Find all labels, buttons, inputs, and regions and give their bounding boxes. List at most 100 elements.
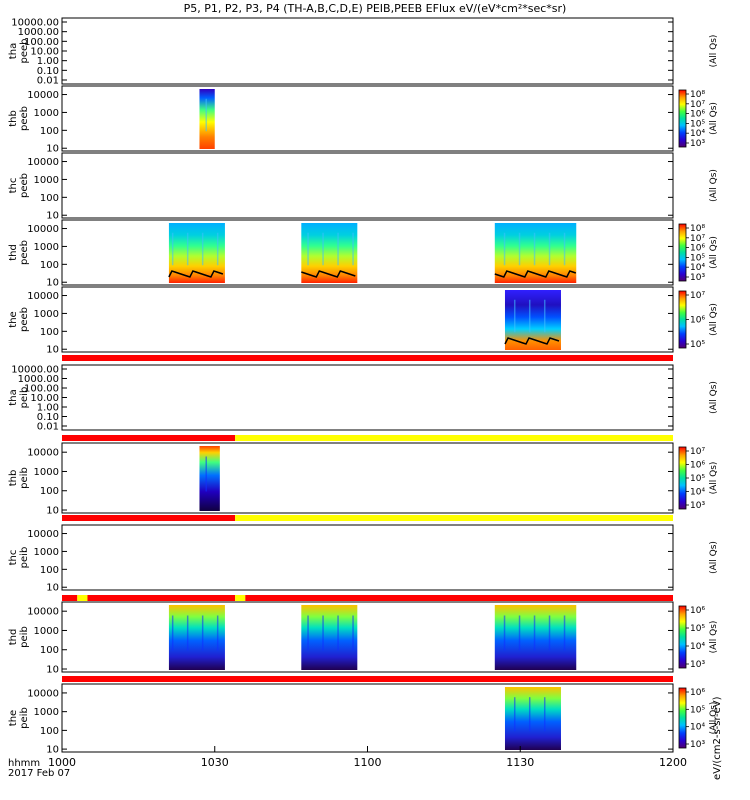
colorbar-tick-label: 10⁴ [690,488,705,498]
spectrogram-streak [548,615,551,651]
spectrogram-streak [533,615,536,651]
panel-label: thcpeeb [8,173,30,198]
y-tick-label: 100 [40,126,59,137]
panel-label-probe: thb [8,110,19,127]
panel-thd-peib: 10000 1000 100 10 thdpeib 10⁶ 10⁵ 10⁴ 10³ (All Qs… [8,601,719,676]
spectrogram-block [199,89,215,149]
colorbar-tick-label: 10³ [690,740,705,750]
panel-label: thapeeb [8,39,30,64]
colorbar-tick-label: 10⁴ [690,642,705,652]
colorbar-placeholder [679,369,686,426]
y-tick-label: 100.00 [24,37,59,48]
y-tick-label: 10000.00 [11,365,59,376]
panel-thc-peeb: 10000 1000 100 10 thcpeeb (All Qs) [8,152,719,222]
panel-label-product: peib [19,467,30,489]
y-tick-label: 0.01 [37,422,59,433]
panel-label-probe: thd [8,629,19,646]
colorbar-tick-label: 10⁷ [690,100,705,110]
panels-layer: 10000.001000.00100.0010.001.000.100.01th… [8,17,719,756]
y-tick-label: 100 [40,193,59,204]
panel-frame [61,442,674,514]
spectrogram-block [504,290,561,350]
spectrogram-streak [322,232,324,266]
colorbar-placeholder [679,157,686,214]
y-tick-label: 1000.00 [18,374,59,385]
flag-segment [62,676,673,682]
flag-bar [62,676,673,682]
potential-line [504,337,560,345]
y-tick-label: 10000 [27,607,59,618]
y-tick-label: 0.10 [37,66,59,77]
y-tick-label: 1000.00 [18,27,59,38]
y-tick-label: 1000 [34,242,59,253]
colorbar-units-label: eV/(cm2-s-sr-eV) [712,696,723,780]
spectrogram-streak [352,615,354,651]
spectrogram-streak [201,232,204,266]
panel-frame [61,683,674,753]
colorbar-tick-label: 10⁶ [690,688,705,698]
panel-label-probe: tha [8,43,19,59]
y-tick-label: 10000 [27,529,59,540]
y-tick-label: 100 [40,260,59,271]
colorbar-tick-label: 10⁵ [690,253,705,263]
panel-label-product: peib [19,626,30,648]
colorbar-tick-label: 10⁶ [690,110,705,120]
panel-label-product: peeb [19,240,30,265]
spectrogram-streak [563,615,566,651]
panel-frame [61,152,674,219]
colorbar-tick-label: 10⁵ [690,624,705,634]
spectrogram-streak [307,232,309,266]
spectrogram-streak [186,615,189,651]
qs-label: (All Qs) [709,621,719,654]
panel-frame [61,17,674,85]
spectrogram-streak [518,232,521,266]
spectrogram-streak [533,232,536,266]
spectrogram-streak [171,232,174,266]
panel-label-product: peeb [19,39,30,64]
x-axis: 1000 1030 1100 1130 1200 [48,746,687,769]
y-tick-label: 10000 [27,157,59,168]
colorbar-tick-label: 10⁵ [690,474,705,484]
colorbar-tick-label: 10³ [690,501,705,511]
panel-frame [61,219,674,286]
spectrogram-block [494,605,577,670]
spectrogram-streak [307,615,309,651]
flag-bar [62,595,674,601]
colorbar-placeholder [679,529,686,586]
y-tick-label: 1000 [34,626,59,637]
colorbar-tick-label: 10³ [690,273,705,283]
panel-thb-peib: 10000 1000 100 10 thbpeib 10⁷ 10⁶ 10⁵ 10⁴ 10³ (All… [8,442,719,517]
panel-label-product: peeb [19,106,30,131]
y-tick-label: 1000 [34,175,59,186]
spectrogram-streak [171,615,174,651]
spectrogram-streak [337,615,339,651]
y-tick-label: 100 [40,327,59,338]
y-tick-label: 1000 [34,547,59,558]
spectrogram-streak [513,299,516,333]
x-tick-label: 1200 [659,756,687,769]
y-tick-label: 1000 [34,707,59,718]
panel-frame [61,524,674,591]
y-tick-label: 1000 [34,309,59,320]
spectrogram-streak [352,232,354,266]
y-tick-label: 10000 [27,90,59,101]
spectrogram-streak [543,299,546,333]
qs-label: (All Qs) [709,462,719,495]
qs-label: (All Qs) [709,381,719,414]
panel-the-peeb: 10000 1000 100 10 thepeeb 10⁷ 10⁶ 10⁵ (All Qs) [8,286,719,356]
colorbar-tick-label: 10⁴ [690,263,705,273]
colorbar-placeholder [679,22,686,80]
colorbar [678,290,687,349]
y-tick-label: 10000.00 [11,18,59,29]
flag-segment [62,595,78,601]
y-tick-label: 100 [40,486,59,497]
colorbar-tick-label: 10⁶ [690,606,705,616]
spectrogram-streak [548,232,551,266]
qs-label: (All Qs) [709,303,719,336]
y-tick-label: 100 [40,645,59,656]
colorbar-tick-label: 10⁶ [690,461,705,471]
